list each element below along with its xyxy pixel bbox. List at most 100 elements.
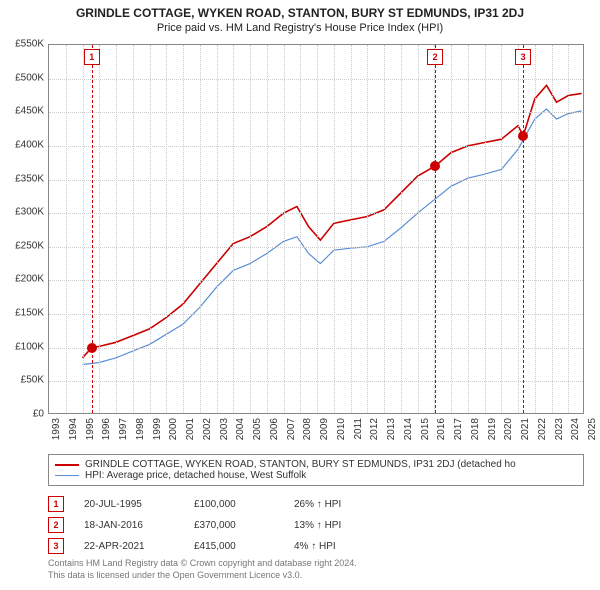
x-axis-label: 1994 (68, 418, 79, 440)
y-axis-label: £100K (0, 341, 44, 352)
x-axis-label: 2011 (353, 418, 364, 440)
x-axis-label: 2023 (554, 418, 565, 440)
gridline-horizontal (49, 280, 583, 281)
legend-label: HPI: Average price, detached house, West… (85, 470, 306, 481)
gridline-horizontal (49, 213, 583, 214)
chart-container: GRINDLE COTTAGE, WYKEN ROAD, STANTON, BU… (0, 0, 600, 590)
transaction-marker-line (435, 45, 436, 413)
transaction-date: 20-JUL-1995 (84, 499, 174, 510)
x-axis-label: 2004 (235, 418, 246, 440)
gridline-vertical (418, 45, 419, 413)
gridline-vertical (133, 45, 134, 413)
gridline-horizontal (49, 79, 583, 80)
gridline-vertical (568, 45, 569, 413)
gridline-vertical (317, 45, 318, 413)
x-axis-label: 2001 (185, 418, 196, 440)
x-axis-label: 2002 (202, 418, 213, 440)
x-axis-label: 2000 (168, 418, 179, 440)
x-axis-label: 2017 (453, 418, 464, 440)
transaction-hpi: 4% ↑ HPI (294, 541, 394, 552)
transaction-hpi: 13% ↑ HPI (294, 520, 394, 531)
gridline-vertical (267, 45, 268, 413)
gridline-horizontal (49, 146, 583, 147)
x-axis-label: 2005 (252, 418, 263, 440)
x-axis-label: 1999 (152, 418, 163, 440)
x-axis-label: 1996 (101, 418, 112, 440)
transaction-price: £415,000 (194, 541, 274, 552)
y-axis-label: £0 (0, 409, 44, 420)
gridline-vertical (501, 45, 502, 413)
gridline-vertical (284, 45, 285, 413)
transaction-marker-badge: 3 (515, 49, 531, 65)
gridline-vertical (367, 45, 368, 413)
transaction-row: 2 18-JAN-2016 £370,000 13% ↑ HPI (48, 517, 584, 533)
gridline-vertical (83, 45, 84, 413)
x-axis-label: 2022 (537, 418, 548, 440)
transaction-price: £100,000 (194, 499, 274, 510)
y-axis-label: £550K (0, 39, 44, 50)
x-axis-label: 1995 (85, 418, 96, 440)
x-axis-label: 1997 (118, 418, 129, 440)
legend-swatch (55, 475, 79, 476)
x-axis-label: 2010 (336, 418, 347, 440)
transaction-badge: 3 (48, 538, 64, 554)
gridline-vertical (99, 45, 100, 413)
x-axis-label: 2019 (487, 418, 498, 440)
gridline-vertical (552, 45, 553, 413)
x-axis-label: 2018 (470, 418, 481, 440)
x-axis-label: 1993 (51, 418, 62, 440)
y-axis-label: £50K (0, 375, 44, 386)
chart-title: GRINDLE COTTAGE, WYKEN ROAD, STANTON, BU… (0, 0, 600, 20)
gridline-horizontal (49, 247, 583, 248)
gridline-vertical (451, 45, 452, 413)
chart-subtitle: Price paid vs. HM Land Registry's House … (0, 20, 600, 38)
y-axis-label: £250K (0, 240, 44, 251)
footer-attribution: Contains HM Land Registry data © Crown c… (48, 558, 357, 581)
transaction-marker-line (523, 45, 524, 413)
transaction-marker-dot (87, 343, 97, 353)
gridline-vertical (233, 45, 234, 413)
y-axis-label: £500K (0, 72, 44, 83)
series-line-price_paid (83, 85, 582, 357)
x-axis-label: 2013 (386, 418, 397, 440)
transaction-marker-badge: 2 (427, 49, 443, 65)
x-axis-label: 2009 (319, 418, 330, 440)
y-axis-label: £350K (0, 173, 44, 184)
gridline-vertical (351, 45, 352, 413)
gridline-vertical (384, 45, 385, 413)
x-axis-label: 2014 (403, 418, 414, 440)
legend-item: HPI: Average price, detached house, West… (55, 470, 577, 481)
footer-line-2: This data is licensed under the Open Gov… (48, 570, 357, 582)
transaction-marker-dot (430, 161, 440, 171)
chart-area: 123 £0£50K£100K£150K£200K£250K£300K£350K… (48, 44, 584, 414)
gridline-vertical (217, 45, 218, 413)
legend-label: GRINDLE COTTAGE, WYKEN ROAD, STANTON, BU… (85, 459, 516, 470)
transaction-price: £370,000 (194, 520, 274, 531)
x-axis-label: 2021 (520, 418, 531, 440)
transaction-date: 22-APR-2021 (84, 541, 174, 552)
legend-item: GRINDLE COTTAGE, WYKEN ROAD, STANTON, BU… (55, 459, 577, 470)
gridline-vertical (166, 45, 167, 413)
x-axis-label: 2008 (302, 418, 313, 440)
gridline-vertical (485, 45, 486, 413)
gridline-horizontal (49, 314, 583, 315)
gridline-vertical (250, 45, 251, 413)
transaction-badge: 1 (48, 496, 64, 512)
transaction-row: 3 22-APR-2021 £415,000 4% ↑ HPI (48, 538, 584, 554)
transactions-table: 120-JUL-1995£100,00026% ↑ HPI218-JAN-201… (48, 496, 584, 559)
transaction-badge: 2 (48, 517, 64, 533)
x-axis-label: 2003 (219, 418, 230, 440)
transaction-marker-line (92, 45, 93, 413)
transaction-marker-badge: 1 (84, 49, 100, 65)
gridline-vertical (150, 45, 151, 413)
x-axis-label: 2015 (420, 418, 431, 440)
footer-line-1: Contains HM Land Registry data © Crown c… (48, 558, 357, 570)
gridline-horizontal (49, 112, 583, 113)
transaction-date: 18-JAN-2016 (84, 520, 174, 531)
y-axis-label: £150K (0, 308, 44, 319)
gridline-vertical (468, 45, 469, 413)
x-axis-label: 2020 (503, 418, 514, 440)
series-line-hpi (83, 109, 582, 365)
gridline-vertical (66, 45, 67, 413)
gridline-horizontal (49, 180, 583, 181)
